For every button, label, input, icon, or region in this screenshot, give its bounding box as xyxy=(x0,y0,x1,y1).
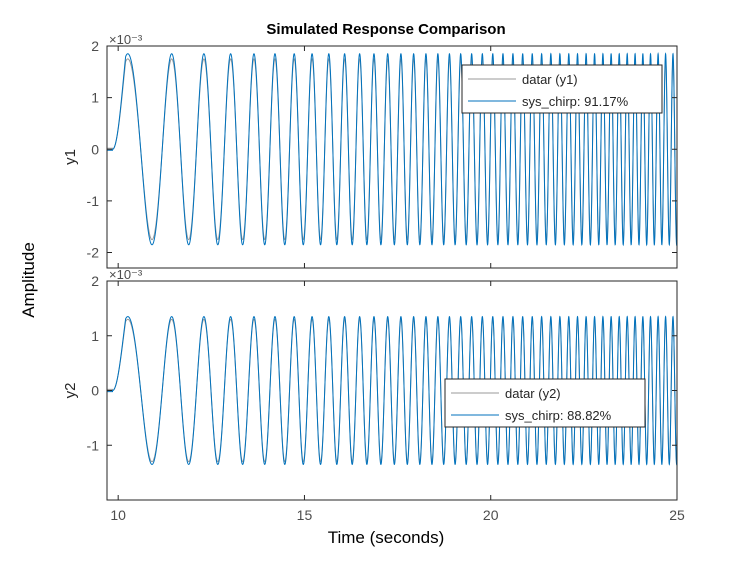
series-line-model xyxy=(107,315,677,466)
y-axis-label: Amplitude xyxy=(19,242,38,318)
y-exponent-label: ×10⁻³ xyxy=(109,32,143,47)
axes-frame xyxy=(106,280,678,501)
legend-label: datar (y1) xyxy=(522,72,578,87)
series-group xyxy=(107,52,677,247)
x-tick-label: 25 xyxy=(669,507,685,523)
y-tick-label: -1 xyxy=(87,193,100,209)
y-tick-label: 2 xyxy=(91,38,99,54)
legend-box xyxy=(461,64,663,114)
series-group xyxy=(107,315,677,466)
subplot-ylabel: y1 xyxy=(62,149,79,165)
axes-frame xyxy=(106,45,678,269)
y-tick-label: 2 xyxy=(91,273,99,289)
legend-label: sys_chirp: 91.17% xyxy=(522,94,629,109)
y-tick-label: 1 xyxy=(91,328,99,344)
y-tick-label: -1 xyxy=(87,437,100,453)
axes-y2: 10 15 20 25 -1 0 1 2 ×10⁻³ y2 datar (y2) sys_chirp:… xyxy=(62,267,685,523)
y-tick-label: 0 xyxy=(91,383,99,399)
x-tick-label: 15 xyxy=(297,507,313,523)
axes-y1: -2 -1 0 1 2 ×10⁻³ y1 datar (y1) sys_chirp: 91.17… xyxy=(62,32,678,269)
x-tick-label: 10 xyxy=(110,507,126,523)
legend-label: sys_chirp: 88.82% xyxy=(505,408,612,423)
legend-box xyxy=(444,378,646,428)
legend-label: datar (y2) xyxy=(505,386,561,401)
chart-title: Simulated Response Comparison xyxy=(266,21,505,38)
legend: datar (y2) sys_chirp: 88.82% xyxy=(444,378,646,428)
series-line-model xyxy=(107,52,677,247)
x-axis-label: Time (seconds) xyxy=(328,528,445,547)
y-tick-label: 0 xyxy=(91,141,99,157)
subplot-ylabel: y2 xyxy=(62,383,79,399)
y-tick-label: 1 xyxy=(91,90,99,106)
x-tick-label: 20 xyxy=(483,507,499,523)
y-exponent-label: ×10⁻³ xyxy=(109,267,143,282)
legend: datar (y1) sys_chirp: 91.17% xyxy=(461,64,663,114)
y-tick-label: -2 xyxy=(87,245,100,261)
